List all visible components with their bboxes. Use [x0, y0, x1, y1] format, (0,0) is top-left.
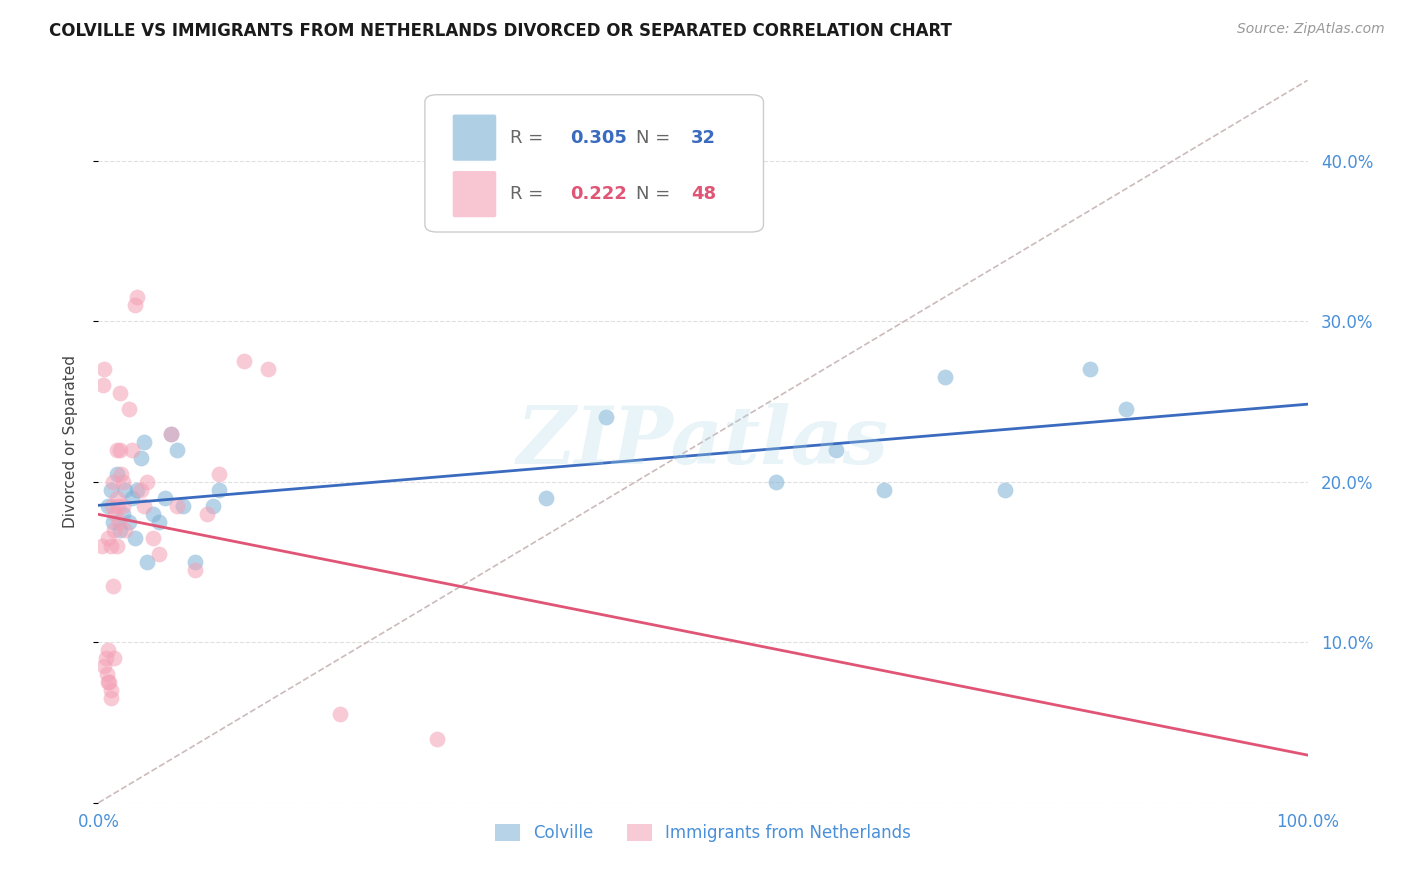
Point	[105, 491, 128, 505]
Point	[127, 483, 149, 497]
Point	[202, 499, 225, 513]
Text: COLVILLE VS IMMIGRANTS FROM NETHERLANDS DIVORCED OR SEPARATED CORRELATION CHART: COLVILLE VS IMMIGRANTS FROM NETHERLANDS …	[49, 22, 952, 40]
Point	[153, 491, 176, 505]
Point	[134, 434, 156, 449]
Point	[111, 499, 134, 513]
Text: 32: 32	[690, 128, 716, 146]
Point	[195, 507, 218, 521]
Point	[114, 523, 136, 537]
Point	[91, 378, 114, 392]
Point	[107, 499, 129, 513]
Point	[118, 515, 141, 529]
Point	[142, 531, 165, 545]
Point	[184, 563, 207, 577]
Point	[111, 507, 134, 521]
Point	[108, 442, 131, 457]
Point	[94, 651, 117, 665]
Point	[873, 483, 896, 497]
Point	[114, 483, 136, 497]
Point	[166, 499, 188, 513]
FancyBboxPatch shape	[453, 114, 496, 161]
Point	[142, 507, 165, 521]
Point	[172, 499, 194, 513]
Point	[208, 483, 231, 497]
Text: Source: ZipAtlas.com: Source: ZipAtlas.com	[1237, 22, 1385, 37]
Point	[97, 643, 120, 657]
Point	[129, 450, 152, 465]
Point	[232, 354, 254, 368]
Point	[110, 467, 132, 481]
Point	[100, 483, 122, 497]
Point	[103, 651, 125, 665]
Point	[1078, 362, 1101, 376]
Point	[103, 523, 125, 537]
Text: ZIPatlas: ZIPatlas	[517, 403, 889, 480]
Point	[104, 507, 127, 521]
Text: 48: 48	[690, 186, 716, 203]
Point	[127, 290, 149, 304]
Point	[765, 475, 787, 489]
Point	[111, 475, 134, 489]
Point	[129, 483, 152, 497]
Point	[105, 442, 128, 457]
Point	[105, 539, 128, 553]
Point	[329, 707, 352, 722]
Point	[256, 362, 278, 376]
Point	[100, 683, 122, 698]
Point	[91, 539, 114, 553]
Text: R =: R =	[509, 186, 548, 203]
Point	[994, 483, 1017, 497]
Point	[108, 515, 131, 529]
Point	[160, 426, 183, 441]
Y-axis label: Divorced or Separated: Divorced or Separated	[63, 355, 77, 528]
Point	[124, 531, 146, 545]
Point	[208, 467, 231, 481]
Point	[97, 499, 120, 513]
Point	[96, 667, 118, 681]
Point	[134, 499, 156, 513]
Point	[166, 442, 188, 457]
Point	[93, 362, 115, 376]
FancyBboxPatch shape	[453, 171, 496, 218]
Point	[160, 426, 183, 441]
Text: R =: R =	[509, 128, 548, 146]
Point	[98, 675, 121, 690]
Point	[121, 442, 143, 457]
Point	[105, 467, 128, 481]
Point	[93, 659, 115, 673]
Point	[97, 531, 120, 545]
Point	[426, 731, 449, 746]
Point	[118, 402, 141, 417]
Text: N =: N =	[637, 128, 676, 146]
Point	[1115, 402, 1137, 417]
Point	[595, 410, 617, 425]
Point	[934, 370, 956, 384]
Point	[101, 579, 124, 593]
Point	[148, 515, 170, 529]
Text: N =: N =	[637, 186, 676, 203]
Point	[121, 491, 143, 505]
Point	[100, 539, 122, 553]
Text: 0.222: 0.222	[569, 186, 627, 203]
Point	[148, 547, 170, 561]
Point	[108, 523, 131, 537]
Legend: Colville, Immigrants from Netherlands: Colville, Immigrants from Netherlands	[488, 817, 918, 848]
Text: 0.305: 0.305	[569, 128, 627, 146]
Point	[184, 555, 207, 569]
Point	[825, 442, 848, 457]
Point	[135, 555, 157, 569]
Point	[100, 691, 122, 706]
FancyBboxPatch shape	[425, 95, 763, 232]
Point	[124, 298, 146, 312]
Point	[100, 499, 122, 513]
Point	[101, 515, 124, 529]
Point	[108, 386, 131, 401]
Point	[101, 475, 124, 489]
Point	[534, 491, 557, 505]
Point	[135, 475, 157, 489]
Point	[97, 675, 120, 690]
